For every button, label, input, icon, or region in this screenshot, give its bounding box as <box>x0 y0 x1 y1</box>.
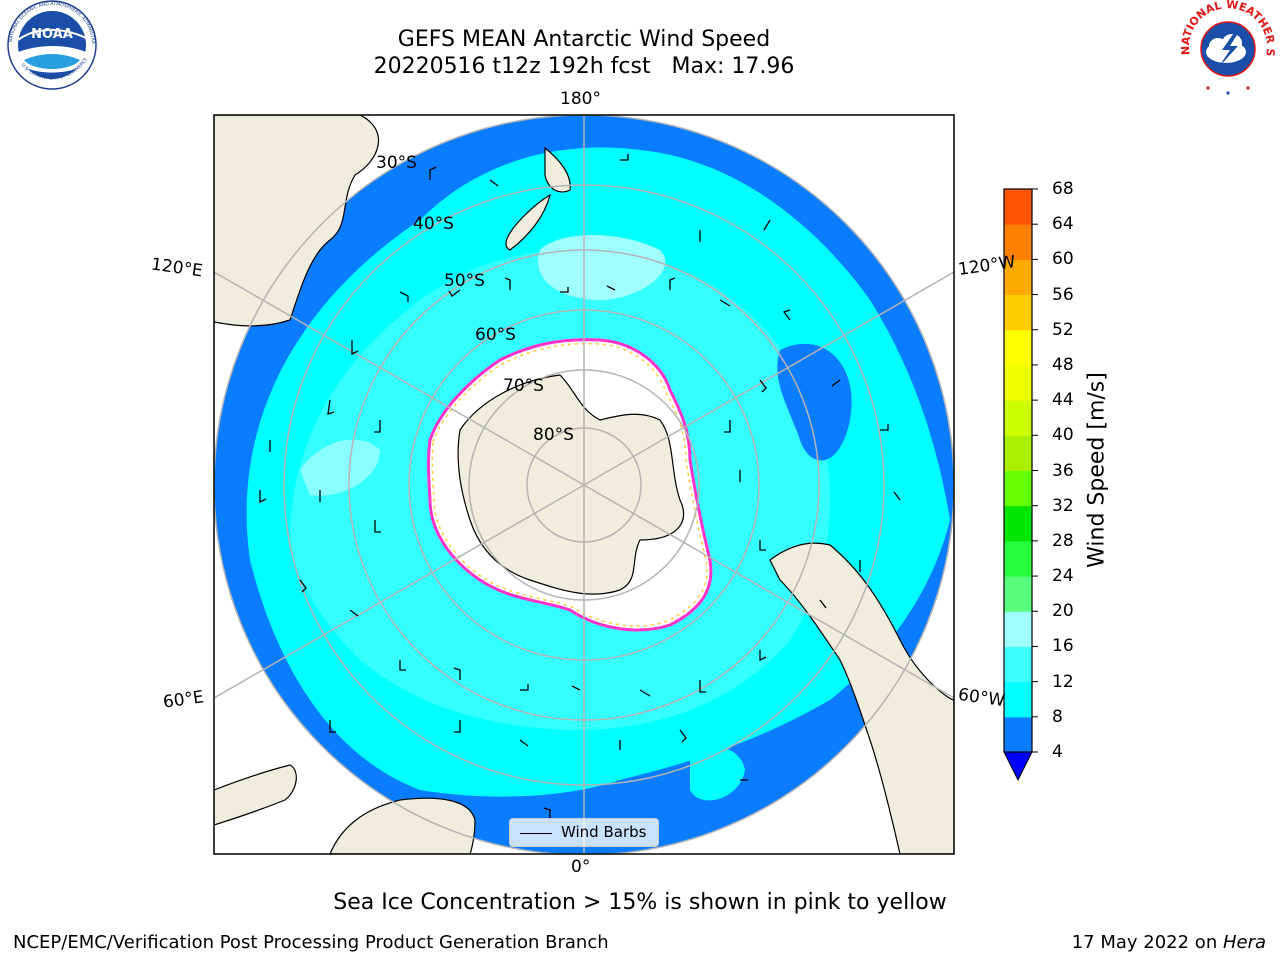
colorbar-tick-label: 16 <box>1052 636 1074 657</box>
colorbar-segment <box>1004 364 1032 401</box>
colorbar-tick-label: 20 <box>1052 601 1074 622</box>
colorbar-segment <box>1004 259 1032 296</box>
colorbar-segment <box>1004 224 1032 260</box>
legend-entry: Wind Barbs <box>561 823 647 841</box>
colorbar-segment <box>1004 189 1032 225</box>
colorbar-segment <box>1004 611 1032 647</box>
map-frame <box>213 114 955 855</box>
wind-band-4-8 <box>777 343 852 461</box>
colorbar-segment <box>1004 646 1032 683</box>
sea-ice-edge <box>431 342 708 627</box>
colorbar-segment <box>1004 576 1032 612</box>
footer-date: 17 May 2022 on Hera <box>1072 932 1266 953</box>
wind-band-16-20 <box>538 235 666 300</box>
colorbar-segment <box>1004 400 1032 436</box>
lat-label-40s: 40°S <box>413 214 454 234</box>
colorbar-tick-label: 32 <box>1052 495 1074 516</box>
africa-land <box>329 797 476 854</box>
colorbar-tick-label: 56 <box>1052 284 1074 305</box>
footer-credit: NCEP/EMC/Verification Post Processing Pr… <box>13 932 609 953</box>
footer-machine: Hera <box>1222 932 1266 953</box>
legend-line-swatch <box>520 833 552 834</box>
colorbar-tick-label: 4 <box>1052 742 1063 762</box>
lon-label-180: 180° <box>560 89 601 109</box>
sea-ice-note: Sea Ice Concentration > 15% is shown in … <box>333 890 947 915</box>
colorbar-tick-label: 36 <box>1052 460 1074 481</box>
colorbar-under-extension <box>1003 751 1033 782</box>
colorbar-label-text: Wind Speed [m/s] <box>1084 372 1110 568</box>
colorbar-segment <box>1004 505 1032 542</box>
australia-land <box>214 115 379 327</box>
lat-label-50s: 50°S <box>444 271 485 291</box>
colorbar-segment <box>1004 294 1032 331</box>
colorbar-tick-label: 64 <box>1052 214 1074 235</box>
wind-barbs-legend: Wind Barbs <box>509 818 659 847</box>
lat-label-60s: 60°S <box>475 325 516 345</box>
graticule <box>214 115 954 854</box>
colorbar-segment <box>1004 470 1032 507</box>
new-zealand-south-island <box>505 193 551 251</box>
plot-title: GEFS MEAN Antarctic Wind Speed <box>397 27 771 52</box>
colorbar-segment <box>1004 435 1032 471</box>
colorbar-tick-label: 52 <box>1052 319 1074 340</box>
colorbar-tick-label: 40 <box>1052 425 1074 446</box>
colorbar-tick-label: 28 <box>1052 530 1074 551</box>
colorbar-tick-label: 24 <box>1052 566 1074 587</box>
madagascar-land <box>214 764 297 826</box>
colorbar-segment <box>1004 681 1032 718</box>
nws-logo: NATIONAL WEATHER SERVICE <box>1176 0 1277 95</box>
lat-label-30s: 30°S <box>376 153 417 173</box>
new-zealand-north-island <box>544 146 571 193</box>
lat-label-80s: 80°S <box>533 425 574 445</box>
wind-band-16-20 <box>300 439 380 496</box>
lon-label-0: 0° <box>571 857 591 877</box>
antarctica-land <box>457 374 685 595</box>
colorbar-tick-label: 48 <box>1052 354 1074 375</box>
colorbar <box>1003 188 1038 782</box>
footer-date-text: 17 May 2022 on <box>1071 932 1223 953</box>
colorbar-tick-label: 60 <box>1052 249 1074 270</box>
wind-barbs <box>259 154 901 820</box>
colorbar-tick-label: 44 <box>1052 390 1074 411</box>
colorbar-tick-label: 8 <box>1052 706 1063 727</box>
colorbar-segment <box>1004 329 1032 366</box>
colorbar-segment <box>1004 716 1032 753</box>
noaa-logo: NOAA NATIONAL OCEANIC AND ATMOSPHERIC AD… <box>0 0 97 90</box>
colorbar-segment <box>1004 540 1032 577</box>
svg-text:NOAA: NOAA <box>31 27 73 42</box>
lat-label-70s: 70°S <box>503 376 544 396</box>
land-masses <box>214 115 954 854</box>
plot-subtitle-run: 20220516 t12z 192h fcst Max: 17.96 <box>373 54 795 79</box>
colorbar-tick-label: 12 <box>1052 671 1074 692</box>
colorbar-tick-label: 68 <box>1052 179 1074 199</box>
